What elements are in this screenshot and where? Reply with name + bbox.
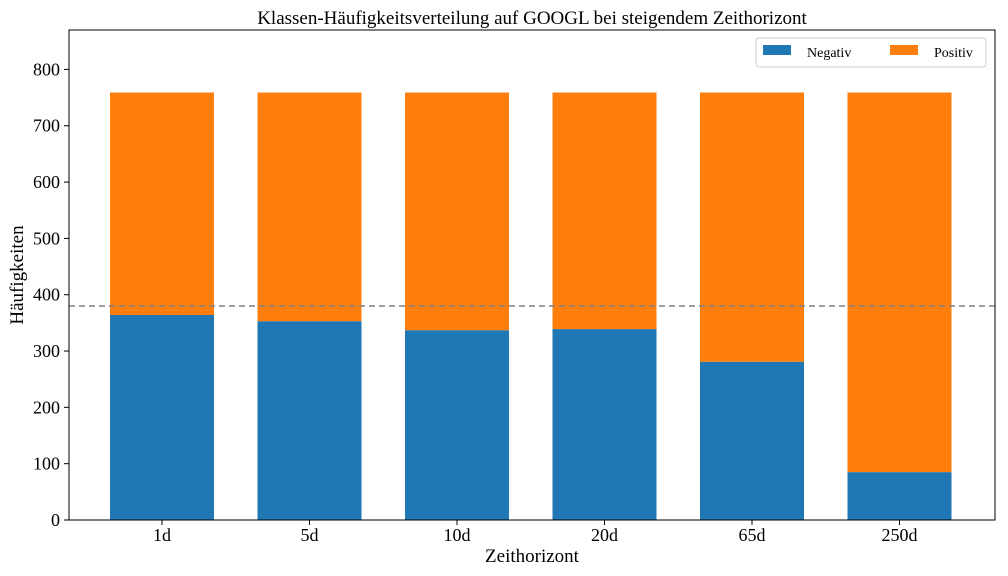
x-tick-label-250d: 250d bbox=[882, 525, 918, 545]
legend-label-positiv: Positiv bbox=[934, 46, 973, 61]
legend-label-negativ: Negativ bbox=[807, 46, 851, 61]
plot-area: 0 100 200 300 400 500 600 700 800 1d 5d 10d 20d 65d 25… bbox=[33, 29, 996, 545]
bar-positiv-10d bbox=[405, 92, 509, 331]
y-tick-label-0: 0 bbox=[51, 510, 60, 530]
bar-negativ-10d bbox=[405, 330, 509, 520]
y-tick-label-600: 600 bbox=[33, 172, 60, 192]
y-tick-label-400: 400 bbox=[33, 285, 60, 305]
bar-negativ-65d bbox=[700, 361, 804, 520]
legend-box bbox=[755, 37, 987, 68]
x-axis-label: Zeithorizont bbox=[485, 546, 580, 567]
bar-positiv-65d bbox=[700, 92, 804, 362]
bar-negativ-5d bbox=[257, 321, 362, 520]
y-tick-label-100: 100 bbox=[33, 454, 60, 474]
bar-negativ-250d bbox=[847, 472, 952, 520]
x-tick-label-20d: 20d bbox=[591, 525, 618, 545]
legend-swatch-negativ bbox=[763, 45, 791, 55]
x-tick-label-5d: 5d bbox=[301, 525, 319, 545]
bar-positiv-250d bbox=[847, 92, 952, 473]
y-tick-label-700: 700 bbox=[33, 116, 60, 136]
y-tick-label-800: 800 bbox=[33, 59, 60, 79]
plot-frame bbox=[68, 29, 996, 521]
x-tick-label-65d: 65d bbox=[739, 525, 766, 545]
legend-swatch-positiv bbox=[890, 45, 918, 55]
y-tick-label-200: 200 bbox=[33, 397, 60, 417]
bar-negativ-20d bbox=[552, 329, 657, 520]
bar-positiv-20d bbox=[552, 92, 657, 330]
y-tick-label-500: 500 bbox=[33, 228, 60, 248]
bar-positiv-1d bbox=[110, 92, 214, 315]
x-tick-label-1d: 1d bbox=[153, 525, 171, 545]
y-axis-label: Häufigkeiten bbox=[7, 225, 28, 325]
x-tick-label-10d: 10d bbox=[444, 525, 471, 545]
legend: Negativ Positiv bbox=[755, 37, 987, 68]
bar-negativ-1d bbox=[110, 314, 214, 520]
bar-positiv-5d bbox=[257, 92, 362, 322]
chart-title: Klassen-Häufigkeitsverteilung auf GOOGL … bbox=[257, 8, 807, 29]
y-tick-label-300: 300 bbox=[33, 341, 60, 361]
